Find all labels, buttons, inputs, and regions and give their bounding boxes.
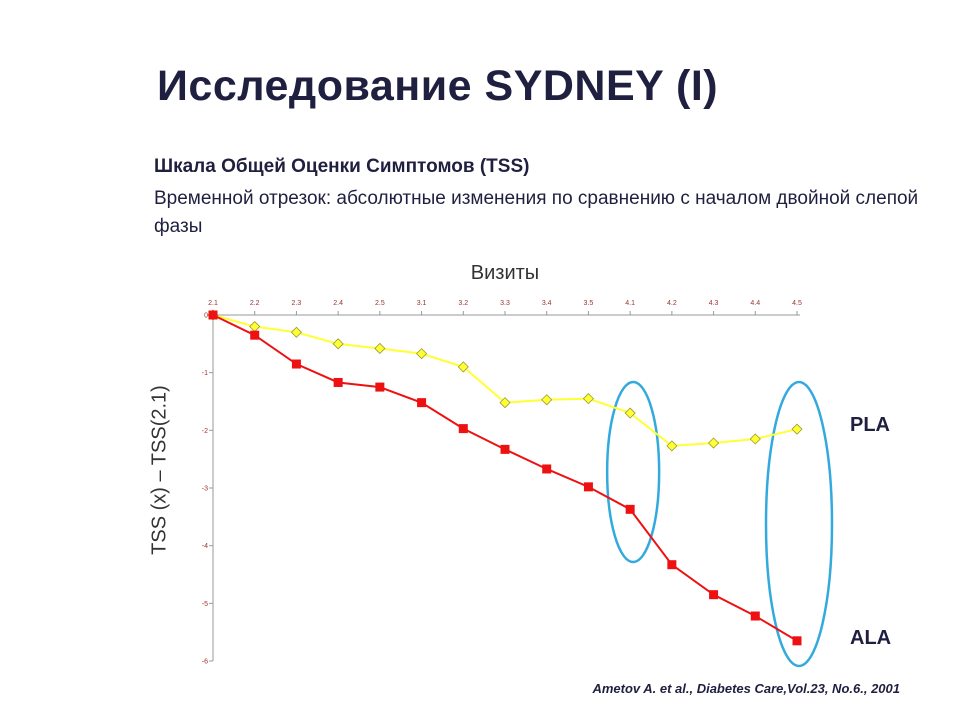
subtitle-bold: Шкала Общей Оценки Симптомов (TSS): [154, 156, 530, 177]
citation: Ametov A. et al., Diabetes Care,Vol.23, …: [592, 681, 900, 696]
x-tick-label: 4.5: [792, 300, 802, 307]
y-tick-label: -1: [202, 370, 208, 377]
series-label-pla: PLA: [850, 414, 890, 436]
y-tick-label: -5: [202, 601, 208, 608]
data-point-pla: [457, 361, 469, 373]
data-point-ala: [291, 359, 301, 369]
data-point-ala: [583, 482, 593, 492]
series-line-pla: [212, 314, 798, 447]
data-point-ala: [625, 504, 635, 514]
slide-title: Исследование SYDNEY (I): [157, 62, 719, 110]
data-point-pla: [791, 423, 803, 435]
data-point-ala: [709, 590, 719, 600]
y-tick-label: -6: [202, 659, 208, 666]
data-point-ala: [500, 444, 510, 454]
x-tick-label: 2.3: [292, 300, 302, 307]
data-point-pla: [582, 393, 594, 405]
y-tick-label: 0: [204, 313, 208, 320]
highlight-ellipse: [605, 380, 661, 564]
x-tick-label: 2.4: [333, 300, 343, 307]
data-point-pla: [666, 440, 678, 452]
data-point-ala: [792, 636, 802, 646]
data-point-ala: [375, 382, 385, 392]
x-tick-label: 4.1: [625, 300, 635, 307]
x-tick-label: 2.5: [375, 300, 385, 307]
data-point-ala: [750, 611, 760, 621]
x-tick-label: 3.1: [417, 300, 427, 307]
x-axis-label: Визиты: [470, 262, 540, 284]
subtitle-text: Временной отрезок: абсолютные изменения …: [154, 188, 919, 237]
data-point-ala: [208, 310, 218, 320]
data-point-ala: [542, 464, 552, 474]
data-point-pla: [290, 326, 302, 338]
x-tick-label: 3.3: [500, 300, 510, 307]
data-point-pla: [541, 394, 553, 406]
y-tick-label: -2: [202, 428, 208, 435]
data-point-pla: [249, 320, 261, 333]
series-label-ala: ALA: [850, 627, 892, 649]
x-tick-label: 4.4: [750, 300, 760, 307]
data-point-pla: [499, 397, 511, 409]
data-point-pla: [416, 348, 428, 360]
x-tick-label: 4.2: [667, 300, 677, 307]
data-point-ala: [333, 377, 343, 387]
data-point-ala: [417, 398, 427, 408]
data-point-pla: [374, 342, 386, 355]
data-point-pla: [749, 433, 761, 445]
x-tick-label: 2.1: [208, 300, 218, 307]
data-point-pla: [708, 437, 720, 449]
data-point-ala: [250, 330, 260, 340]
x-tick-label: 3.2: [458, 300, 468, 307]
data-point-pla: [332, 338, 344, 350]
x-tick-label: 3.4: [542, 300, 552, 307]
data-point-ala: [667, 560, 677, 570]
y-tick-label: -4: [202, 543, 208, 550]
data-point-pla: [624, 407, 636, 419]
x-tick-label: 3.5: [584, 300, 594, 307]
x-tick-label: 4.3: [709, 300, 719, 307]
x-tick-label: 2.2: [250, 300, 260, 307]
y-tick-label: -3: [202, 486, 208, 493]
highlight-ellipse: [764, 380, 834, 668]
data-point-ala: [458, 424, 468, 434]
